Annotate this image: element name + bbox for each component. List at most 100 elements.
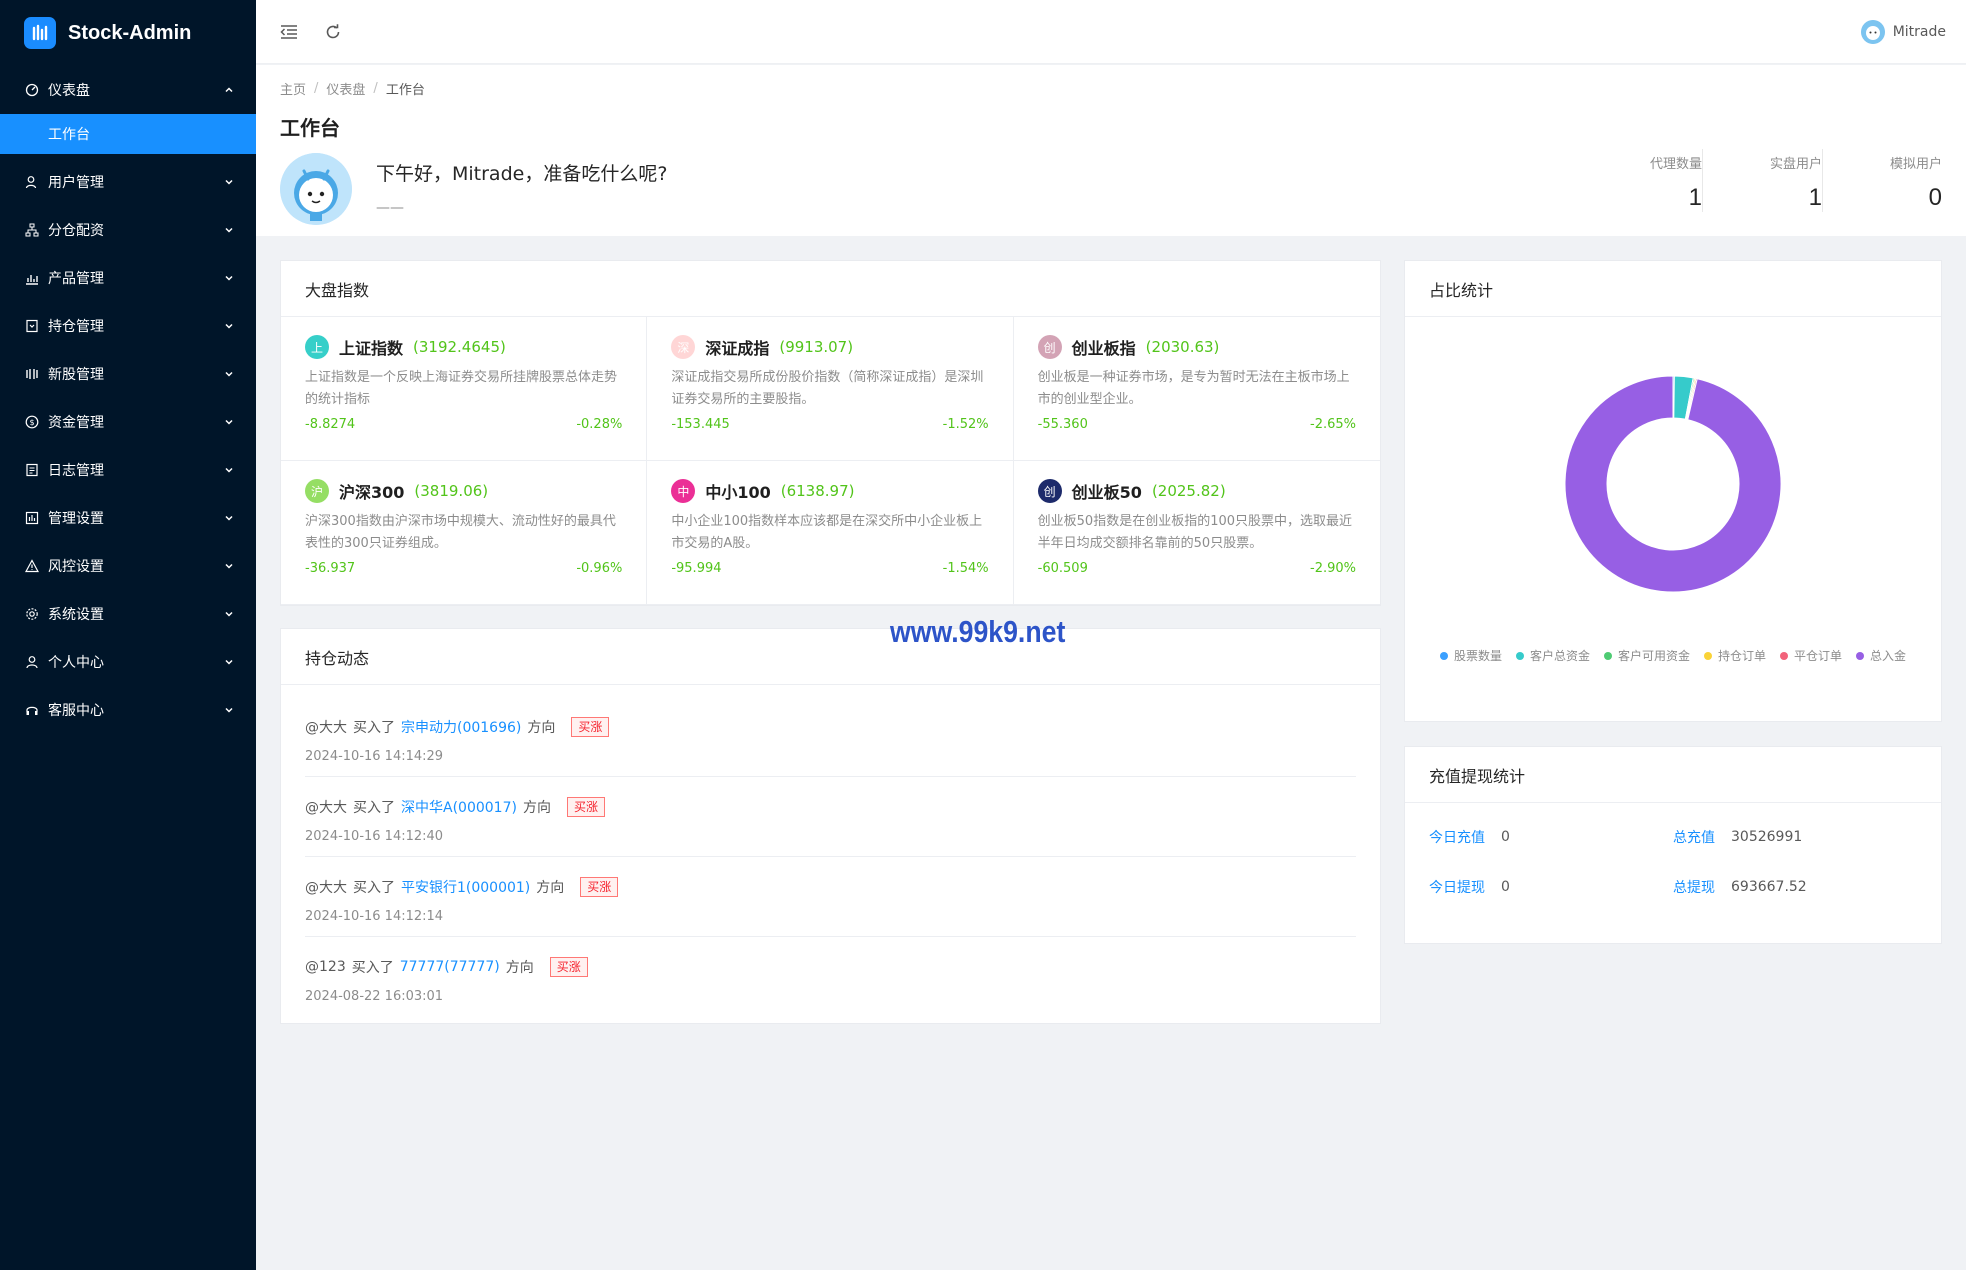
finance-total-deposit: 总充值 30526991 — [1673, 827, 1917, 847]
sidebar-item-label: 风控设置 — [48, 559, 104, 575]
legend-item[interactable]: 客户可用资金 — [1603, 647, 1690, 664]
legend-dot-icon — [1856, 651, 1865, 660]
pie-slice[interactable] — [1564, 375, 1782, 593]
list-item: @大大 买入了 平安银行1(000001) 方向 买涨 2024-10-16 14:12:… — [305, 857, 1356, 937]
sidebar-item-dashboard[interactable]: 仪表盘 — [0, 66, 256, 114]
index-value: (9913.07) — [779, 338, 854, 356]
sidebar-item-logs[interactable]: 日志管理 — [0, 446, 256, 494]
legend-label: 股票数量 — [1453, 649, 1502, 663]
holding-action: 买入了 — [353, 880, 395, 896]
legend-dot-icon — [1780, 651, 1789, 660]
sidebar-item-label: 产品管理 — [48, 271, 104, 287]
user-avatar — [280, 153, 352, 225]
index-footer: -36.937 -0.96% — [305, 561, 622, 576]
menu-fold-button[interactable] — [278, 21, 300, 43]
chart-legend: 股票数量 客户总资金 客户可用资金 持仓订单 平仓订单 总入金 — [1405, 647, 1941, 664]
refresh-button[interactable] — [322, 21, 344, 43]
sidebar-item-allocation[interactable]: 分仓配资 — [0, 206, 256, 254]
avatar — [1860, 20, 1885, 44]
index-header: 创创业板50 (2025.82) — [1037, 479, 1356, 503]
holding-user: @大大 — [305, 880, 347, 896]
chevron-down-icon — [225, 467, 233, 473]
sidebar-item-label: 资金管理 — [48, 415, 104, 431]
app-logo[interactable]: Stock-Admin — [0, 0, 256, 66]
legend-item[interactable]: 客户总资金 — [1515, 647, 1590, 664]
dashboard-icon — [24, 82, 40, 98]
holding-direction-label: 方向 — [536, 880, 565, 896]
list-item: @大大 买入了 深中华A(000017) 方向 买涨 2024-10-16 14:12:4… — [305, 777, 1356, 857]
sidebar-item-support[interactable]: 客服中心 — [0, 686, 256, 734]
finance-label[interactable]: 总提现 — [1673, 880, 1715, 896]
user-menu[interactable]: Mitrade — [1860, 0, 1946, 64]
sidebar-item-positions[interactable]: 持仓管理 — [0, 302, 256, 350]
index-percent: -2.90% — [1310, 561, 1356, 576]
list-item: @大大 买入了 宗申动力(001696) 方向 买涨 2024-10-16 14:14:2… — [305, 697, 1356, 777]
sidebar-item-risk-settings[interactable]: 风控设置 — [0, 542, 256, 590]
market-index-card: 大盘指数 上上证指数 (3192.4645) 上证指数是一个反映上海证券交易所挂牌股… — [280, 260, 1381, 606]
holding-stock-link[interactable]: 77777(77777) — [399, 959, 500, 975]
sidebar-subitem-workbench[interactable]: 工作台 — [0, 114, 256, 154]
chevron-down-icon — [225, 707, 233, 713]
index-name: 上证指数 — [339, 339, 404, 358]
holding-time: 2024-10-16 14:14:29 — [305, 749, 444, 764]
breadcrumb-dashboard[interactable]: 仪表盘 — [326, 83, 366, 98]
headset-icon — [24, 702, 40, 718]
sidebar-item-label: 管理设置 — [48, 511, 104, 527]
gear-icon — [24, 606, 40, 622]
holding-line: @大大 买入了 平安银行1(000001) 方向 买涨 — [305, 877, 1356, 897]
sidebar-item-users[interactable]: 用户管理 — [0, 158, 256, 206]
sidebar-item-label: 客服中心 — [48, 703, 104, 719]
chevron-down-icon — [225, 275, 233, 281]
legend-item[interactable]: 总入金 — [1856, 647, 1906, 664]
index-cell: 中中小100 (6138.97) 中小企业100指数样本应该都是在深交所中小企业板上… — [647, 461, 1014, 605]
index-name: 创业板50 — [1071, 483, 1142, 502]
breadcrumb-current: 工作台 — [385, 83, 425, 98]
index-cell: 创创业板指 (2030.63) 创业板是一种证券市场，是专为暂时无法在主板市场上市的… — [1013, 317, 1380, 461]
legend-item[interactable]: 持仓订单 — [1704, 647, 1766, 664]
chevron-up-icon — [225, 87, 233, 93]
index-cell: 深深证成指 (9913.07) 深证成指交易所成份股价指数（简称深证成指）是深圳证券… — [647, 317, 1014, 461]
top-header: Mitrade — [256, 0, 1966, 64]
finance-label[interactable]: 总充值 — [1673, 830, 1715, 846]
sidebar-item-label: 日志管理 — [48, 463, 104, 479]
legend-item[interactable]: 股票数量 — [1439, 647, 1502, 664]
index-badge-icon: 中 — [671, 479, 696, 503]
finance-label[interactable]: 今日提现 — [1429, 880, 1485, 896]
sidebar-item-funds[interactable]: $ 资金管理 — [0, 398, 256, 446]
index-description: 创业板50指数是在创业板指的100只股票中，选取最近半年日均成交额排名靠前的50… — [1037, 514, 1353, 551]
holdings-title: 持仓动态 — [281, 629, 1380, 685]
sidebar-menu: 仪表盘 工作台 用户管理 分仓配资 产品管理 持仓管理 新股管理 — [0, 66, 256, 734]
index-header: 沪沪深300 (3819.06) — [305, 479, 622, 503]
index-cell: 上上证指数 (3192.4645) 上证指数是一个反映上海证券交易所挂牌股票总体走势… — [281, 317, 648, 461]
person-icon — [24, 654, 40, 670]
index-description: 深证成指交易所成份股价指数（简称深证成指）是深圳证券交易所的主要股指。 — [671, 370, 984, 407]
market-index-title: 大盘指数 — [281, 261, 1380, 317]
index-description: 沪深300指数由沪深市场中规模大、流动性好的最具代表性的300只证券组成。 — [305, 514, 616, 551]
sidebar-item-system-settings[interactable]: 系统设置 — [0, 590, 256, 638]
breadcrumb-home[interactable]: 主页 — [280, 83, 307, 98]
holdings-card: 持仓动态 @大大 买入了 宗申动力(001696) 方向 买涨 2024-10-16 14… — [280, 628, 1381, 1024]
finance-label[interactable]: 今日充值 — [1429, 830, 1485, 846]
holding-stock-link[interactable]: 宗申动力(001696) — [401, 720, 522, 736]
index-change: -95.994 — [671, 561, 722, 576]
holding-stock-link[interactable]: 平安银行1(000001) — [401, 880, 531, 896]
holding-stock-link[interactable]: 深中华A(000017) — [401, 800, 517, 816]
legend-dot-icon — [1603, 651, 1612, 660]
holding-direction-tag: 买涨 — [571, 717, 610, 737]
sidebar-subitem-label: 工作台 — [48, 127, 90, 143]
sidebar-item-manage-settings[interactable]: 管理设置 — [0, 494, 256, 542]
legend-dot-icon — [1439, 651, 1448, 660]
sidebar: Stock-Admin 仪表盘 工作台 用户管理 分仓配资 产品管理 持仓管理 — [0, 0, 256, 1270]
sidebar-item-profile[interactable]: 个人中心 — [0, 638, 256, 686]
stat-real-users: 实盘用户 1 — [1702, 149, 1822, 212]
index-badge-icon: 沪 — [305, 479, 329, 503]
stat-value: 0 — [1928, 184, 1942, 211]
holding-direction-tag: 买涨 — [549, 957, 588, 977]
legend-item[interactable]: 平仓订单 — [1780, 647, 1842, 664]
sidebar-item-ipo[interactable]: 新股管理 — [0, 350, 256, 398]
holding-action: 买入了 — [353, 720, 395, 736]
sidebar-item-label: 持仓管理 — [48, 319, 104, 335]
ipo-icon — [24, 366, 40, 382]
sidebar-item-products[interactable]: 产品管理 — [0, 254, 256, 302]
header-username: Mitrade — [1892, 24, 1946, 40]
